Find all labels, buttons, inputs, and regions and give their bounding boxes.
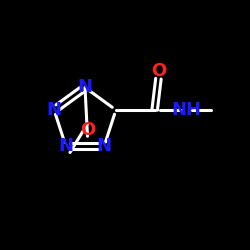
Text: O: O xyxy=(151,62,166,80)
Text: NH: NH xyxy=(171,101,201,119)
Text: N: N xyxy=(96,137,112,155)
Text: N: N xyxy=(46,101,62,119)
Text: O: O xyxy=(80,121,95,139)
Text: N: N xyxy=(78,78,92,96)
Text: N: N xyxy=(58,137,74,155)
